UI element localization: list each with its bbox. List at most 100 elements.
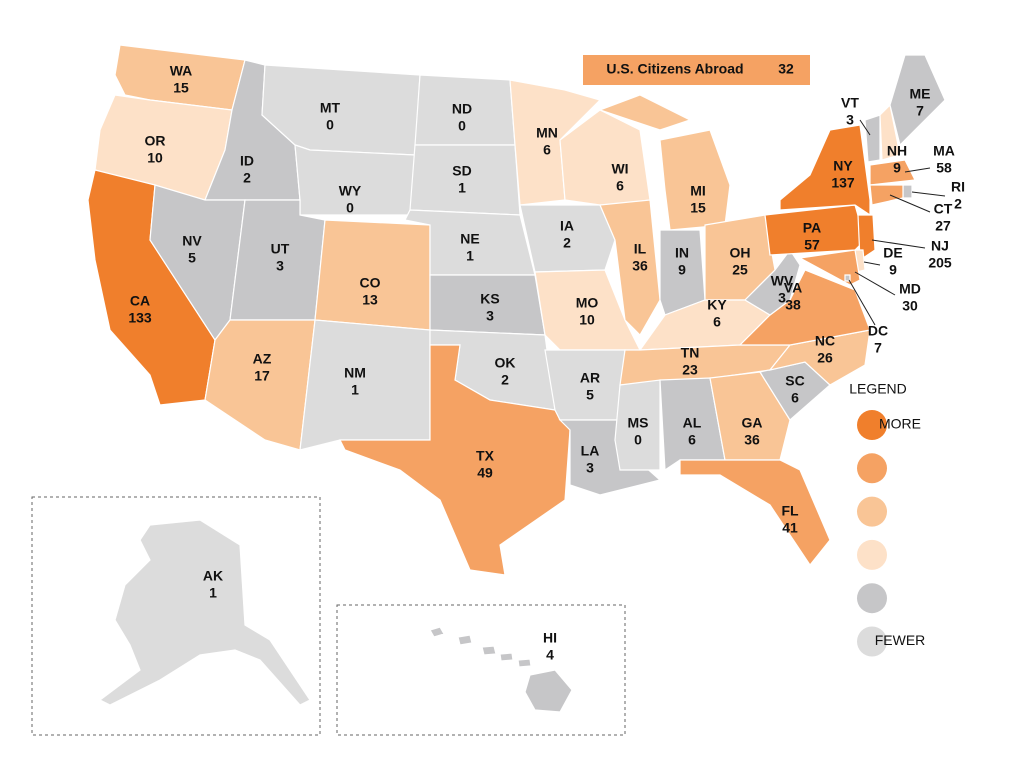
state-value: 205 <box>928 255 952 271</box>
state <box>889 54 946 147</box>
leader-line <box>854 271 896 296</box>
state <box>857 214 876 262</box>
state-abbr: IA <box>560 218 574 234</box>
state-value: 5 <box>586 387 594 403</box>
state-value: 13 <box>362 292 378 308</box>
state-abbr: CT <box>934 201 953 217</box>
state-abbr: MN <box>536 125 558 141</box>
state-value: 2 <box>954 196 962 212</box>
state-abbr: WY <box>339 183 362 199</box>
state <box>339 344 571 576</box>
state-value: 133 <box>128 310 152 326</box>
state-abbr: ID <box>240 153 254 169</box>
state <box>679 459 831 567</box>
leader-line <box>848 279 876 326</box>
state-value: 36 <box>744 432 760 448</box>
state-abbr: AZ <box>253 351 272 367</box>
legend-swatch <box>857 583 887 614</box>
state-value: 3 <box>586 460 594 476</box>
state-value: 27 <box>935 218 951 234</box>
state-abbr: MA <box>933 143 955 159</box>
state-abbr: LA <box>581 443 600 459</box>
state-abbr: IN <box>675 245 689 261</box>
state <box>709 371 791 461</box>
state-value: 6 <box>616 178 624 194</box>
state-value: 25 <box>732 262 748 278</box>
state-abbr: VT <box>841 95 859 111</box>
state-abbr: AR <box>580 370 600 386</box>
state <box>902 184 913 199</box>
legend-swatch <box>857 496 887 527</box>
state-value: 9 <box>893 160 901 176</box>
legend-swatch <box>857 410 887 440</box>
state <box>869 184 904 206</box>
state-abbr: KY <box>707 297 727 313</box>
state-value: 30 <box>902 298 918 314</box>
state-abbr: DC <box>868 323 888 339</box>
badge-value: 32 <box>778 61 794 77</box>
state-abbr: WA <box>170 63 193 79</box>
states <box>87 44 946 713</box>
state <box>299 319 431 451</box>
state-value: 15 <box>173 80 189 96</box>
state <box>879 103 901 161</box>
state <box>744 248 801 316</box>
state-value: 6 <box>543 142 551 158</box>
badge-box <box>583 55 810 85</box>
state-value: 2 <box>243 170 251 186</box>
state-abbr: NM <box>344 365 366 381</box>
state-value: 23 <box>682 362 698 378</box>
state-value: 1 <box>209 585 217 601</box>
state-value: 6 <box>688 432 696 448</box>
state-abbr: NC <box>815 333 835 349</box>
state-abbr: GA <box>742 415 763 431</box>
state-abbr: ND <box>452 101 472 117</box>
state-value: 3 <box>486 308 494 324</box>
state-abbr: OH <box>730 245 751 261</box>
state-value: 10 <box>147 150 163 166</box>
state-abbr: CO <box>360 275 381 291</box>
state-abbr: WV <box>771 273 794 289</box>
state-value: 5 <box>188 250 196 266</box>
state-value: 49 <box>477 465 493 481</box>
legend-swatch <box>857 539 887 570</box>
state <box>599 199 661 336</box>
legend-swatch <box>857 626 887 657</box>
hawaii-inset <box>336 604 626 736</box>
state-value: 3 <box>846 112 854 128</box>
state-value: 6 <box>791 390 799 406</box>
state-value: 38 <box>785 297 801 313</box>
state-value: 0 <box>634 432 642 448</box>
state-value: 1 <box>458 180 466 196</box>
leader-line <box>889 194 931 213</box>
state-value: 58 <box>936 160 952 176</box>
state-abbr: HI <box>543 630 557 646</box>
state-abbr: AL <box>683 415 702 431</box>
state-value: 17 <box>254 368 270 384</box>
state <box>519 204 616 273</box>
state-abbr: NY <box>833 158 853 174</box>
state-abbr: MD <box>899 281 921 297</box>
state <box>779 124 871 217</box>
alaska-inset <box>31 496 321 736</box>
state-value: 1 <box>466 248 474 264</box>
state-abbr: WI <box>611 161 628 177</box>
state-value: 4 <box>546 647 554 663</box>
state-value: 0 <box>346 200 354 216</box>
state-abbr: TN <box>681 345 700 361</box>
state <box>614 379 661 471</box>
state-value: 15 <box>690 200 706 216</box>
state-abbr: NJ <box>931 238 949 254</box>
state-abbr: OR <box>145 133 166 149</box>
leader-line <box>904 167 931 173</box>
state <box>294 144 416 216</box>
state-value: 6 <box>713 314 721 330</box>
state-abbr: MI <box>690 183 706 199</box>
state-value: 137 <box>831 175 855 191</box>
state-abbr: FL <box>781 503 799 519</box>
leader-line <box>911 191 946 197</box>
legend-label: FEWER <box>875 632 926 648</box>
legend-swatch <box>857 453 887 484</box>
state-value: 3 <box>276 258 284 274</box>
